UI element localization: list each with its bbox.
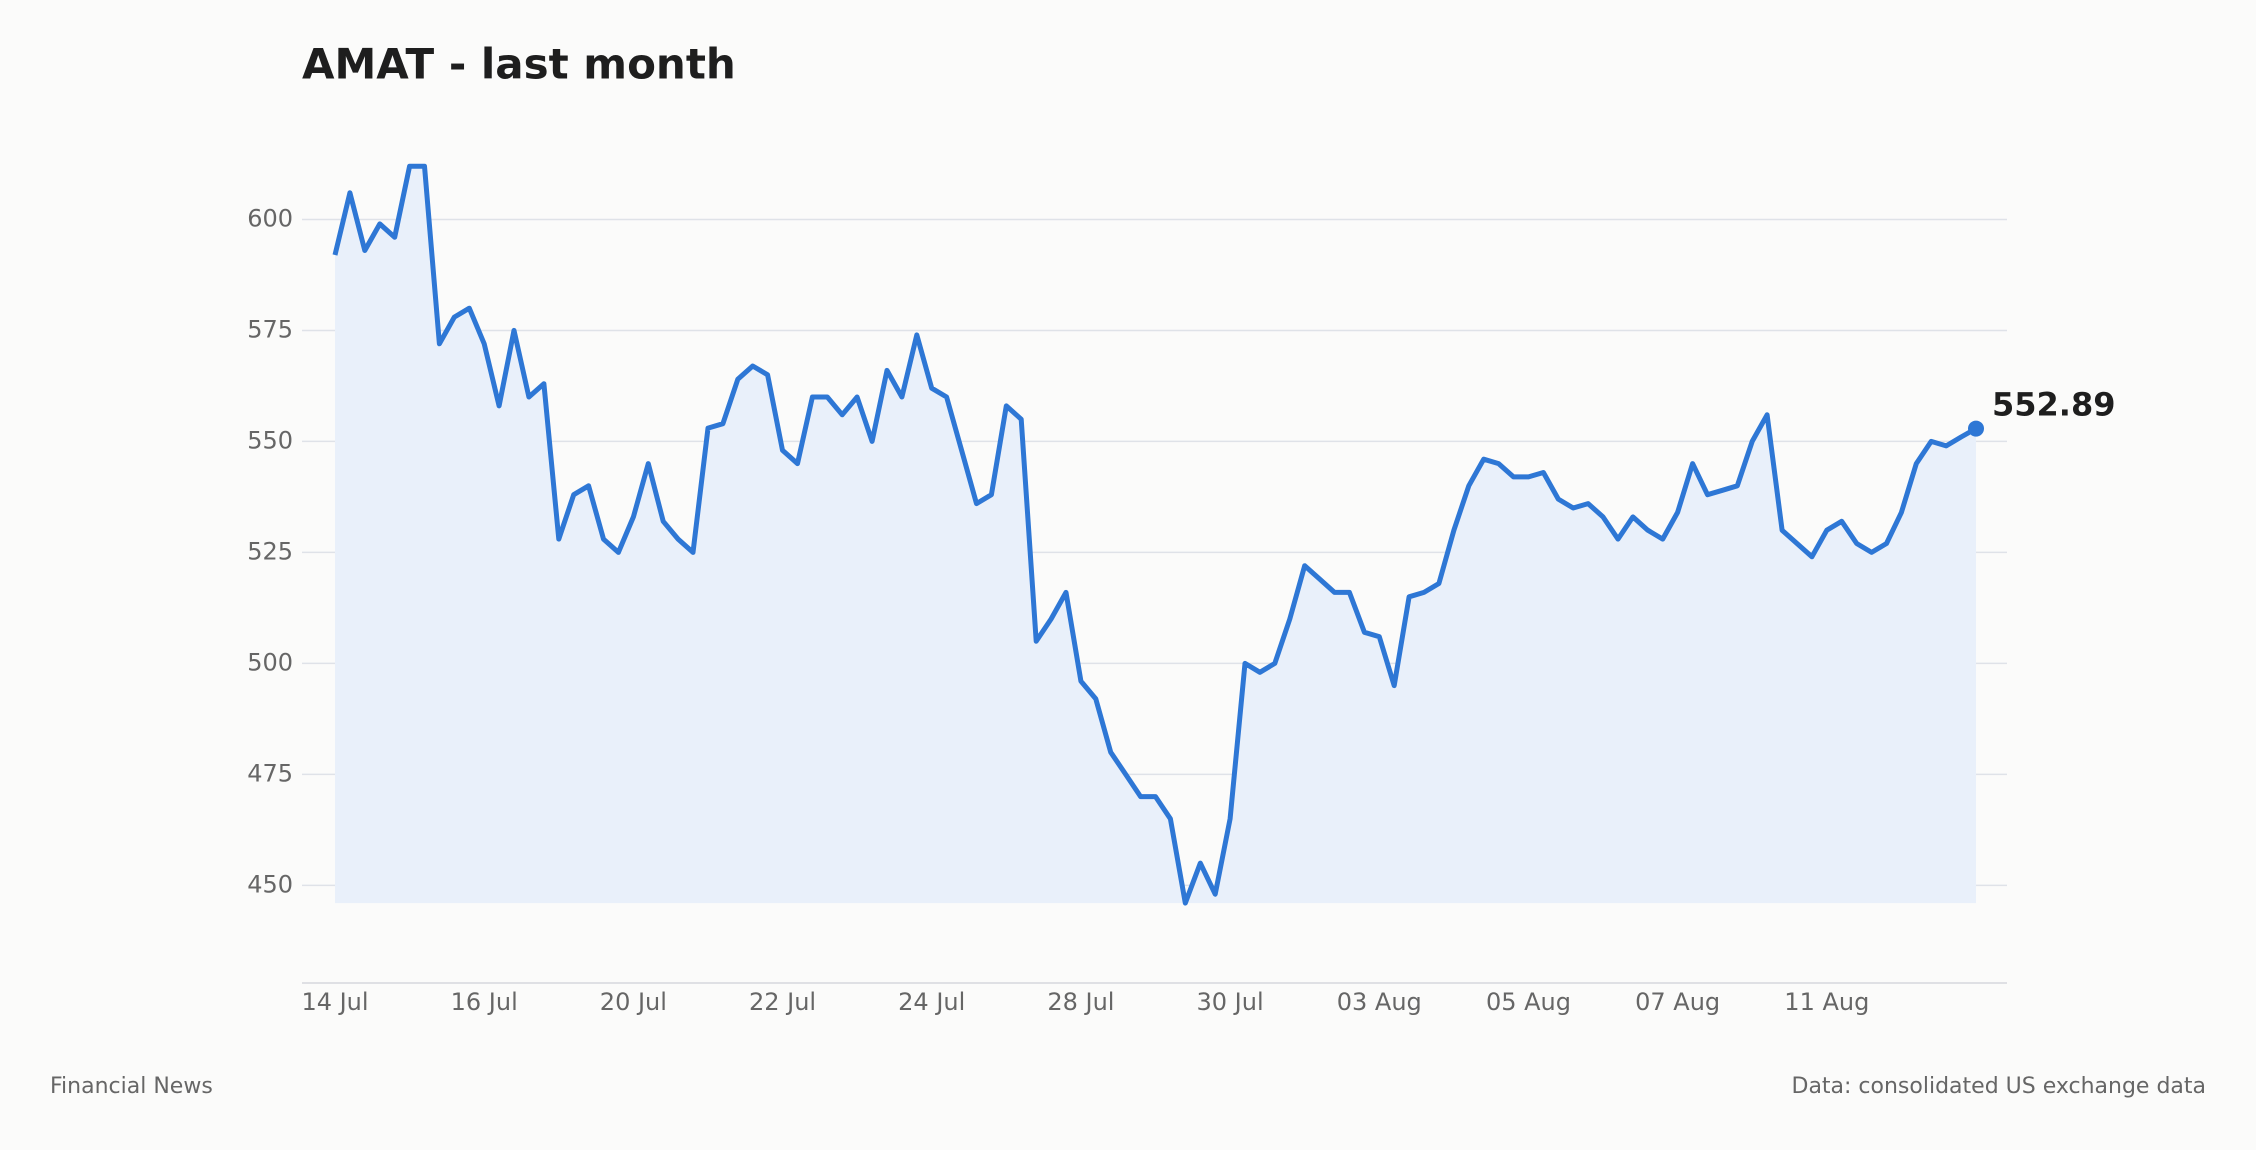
x-tick-label: 03 Aug bbox=[1337, 988, 1422, 1016]
x-tick-label: 28 Jul bbox=[1047, 988, 1114, 1016]
source: Financial News bbox=[50, 1074, 213, 1099]
y-tick-label: 475 bbox=[247, 759, 293, 787]
x-tick-label: 11 Aug bbox=[1784, 988, 1869, 1016]
last-point bbox=[1968, 420, 1984, 437]
note: Data: consolidated US exchange data bbox=[1792, 1074, 2207, 1099]
x-tick-label: 24 Jul bbox=[898, 988, 965, 1016]
x-tick-label: 05 Aug bbox=[1486, 988, 1571, 1016]
chart-title: AMAT - last month bbox=[302, 40, 736, 89]
y-tick-label: 500 bbox=[247, 648, 293, 676]
y-tick-label: 450 bbox=[247, 870, 293, 898]
y-tick-label: 600 bbox=[247, 204, 293, 232]
area bbox=[335, 166, 1976, 904]
y-tick-label: 550 bbox=[247, 426, 293, 454]
x-tick-label: 20 Jul bbox=[600, 988, 667, 1016]
x-tick-label: 22 Jul bbox=[749, 988, 816, 1016]
price-line bbox=[332, 163, 1978, 906]
value-label: 552.89 bbox=[1992, 386, 2115, 424]
y-tick-label: 575 bbox=[247, 315, 293, 343]
x-tick-label: 14 Jul bbox=[301, 988, 368, 1016]
x-tick-label: 16 Jul bbox=[451, 988, 518, 1016]
y-tick-label: 525 bbox=[247, 537, 293, 565]
x-tick-label: 07 Aug bbox=[1635, 988, 1720, 1016]
x-tick-label: 30 Jul bbox=[1197, 988, 1264, 1016]
